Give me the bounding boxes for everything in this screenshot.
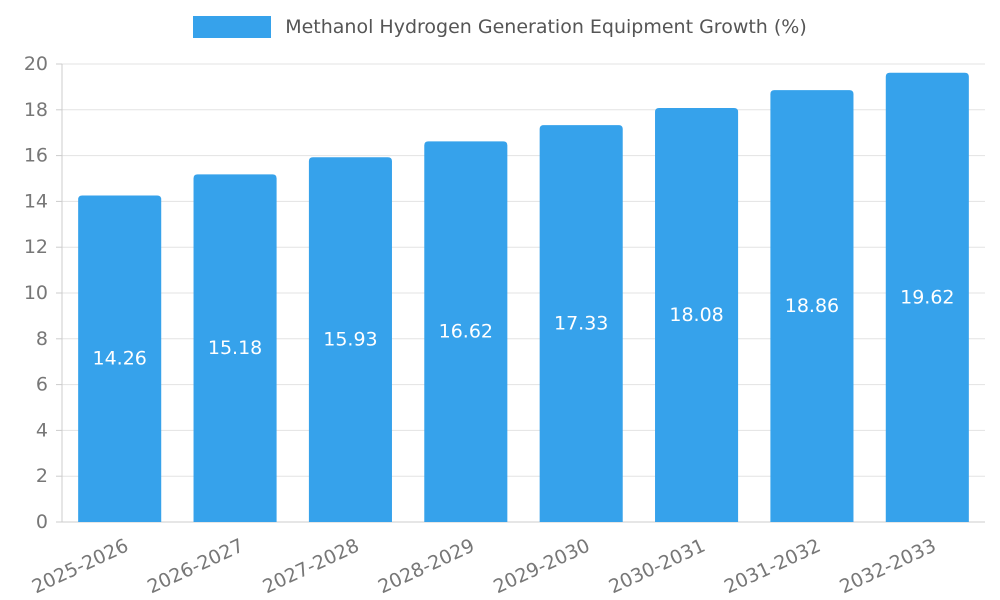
x-tick-label: 2032-2033 — [836, 535, 939, 599]
x-tick-label: 2027-2028 — [259, 535, 362, 599]
y-tick-label: 2 — [36, 465, 48, 487]
x-tick-label: 2028-2029 — [375, 535, 478, 599]
legend-swatch[interactable] — [193, 16, 272, 38]
bar[interactable] — [78, 195, 162, 523]
bar-value-label: 18.86 — [785, 295, 839, 317]
y-tick-label: 8 — [36, 328, 48, 350]
bar[interactable] — [885, 72, 969, 523]
bar-value-label: 16.62 — [439, 321, 493, 343]
y-tick-label: 16 — [24, 145, 48, 167]
bar[interactable] — [308, 157, 392, 522]
bar[interactable] — [193, 174, 277, 523]
y-tick-label: 20 — [24, 53, 48, 75]
bar-value-label: 15.93 — [323, 329, 377, 351]
y-tick-label: 6 — [36, 374, 48, 396]
bar-value-label: 14.26 — [92, 348, 146, 370]
bar[interactable] — [770, 90, 854, 522]
x-tick-label: 2029-2030 — [490, 535, 593, 599]
bar[interactable] — [655, 107, 739, 522]
y-tick-label: 12 — [24, 236, 48, 258]
y-tick-label: 10 — [24, 282, 48, 304]
x-tick-label: 2025-2026 — [29, 535, 132, 599]
y-tick-label: 18 — [24, 99, 48, 121]
y-tick-label: 0 — [36, 511, 48, 533]
bar-value-label: 15.18 — [208, 337, 262, 359]
bar-value-label: 18.08 — [669, 304, 723, 326]
bar-value-label: 19.62 — [900, 286, 954, 308]
x-tick-label: 2031-2032 — [721, 535, 824, 599]
bar[interactable] — [424, 141, 508, 523]
x-tick-label: 2026-2027 — [144, 535, 247, 599]
chart-title: Methanol Hydrogen Generation Equipment G… — [285, 16, 807, 38]
bar[interactable] — [539, 125, 623, 522]
y-tick-label: 14 — [24, 190, 48, 212]
legend: Methanol Hydrogen Generation Equipment G… — [0, 16, 1000, 38]
x-tick-label: 2030-2031 — [606, 535, 709, 599]
y-tick-label: 4 — [36, 419, 48, 441]
bar-value-label: 17.33 — [554, 313, 608, 335]
